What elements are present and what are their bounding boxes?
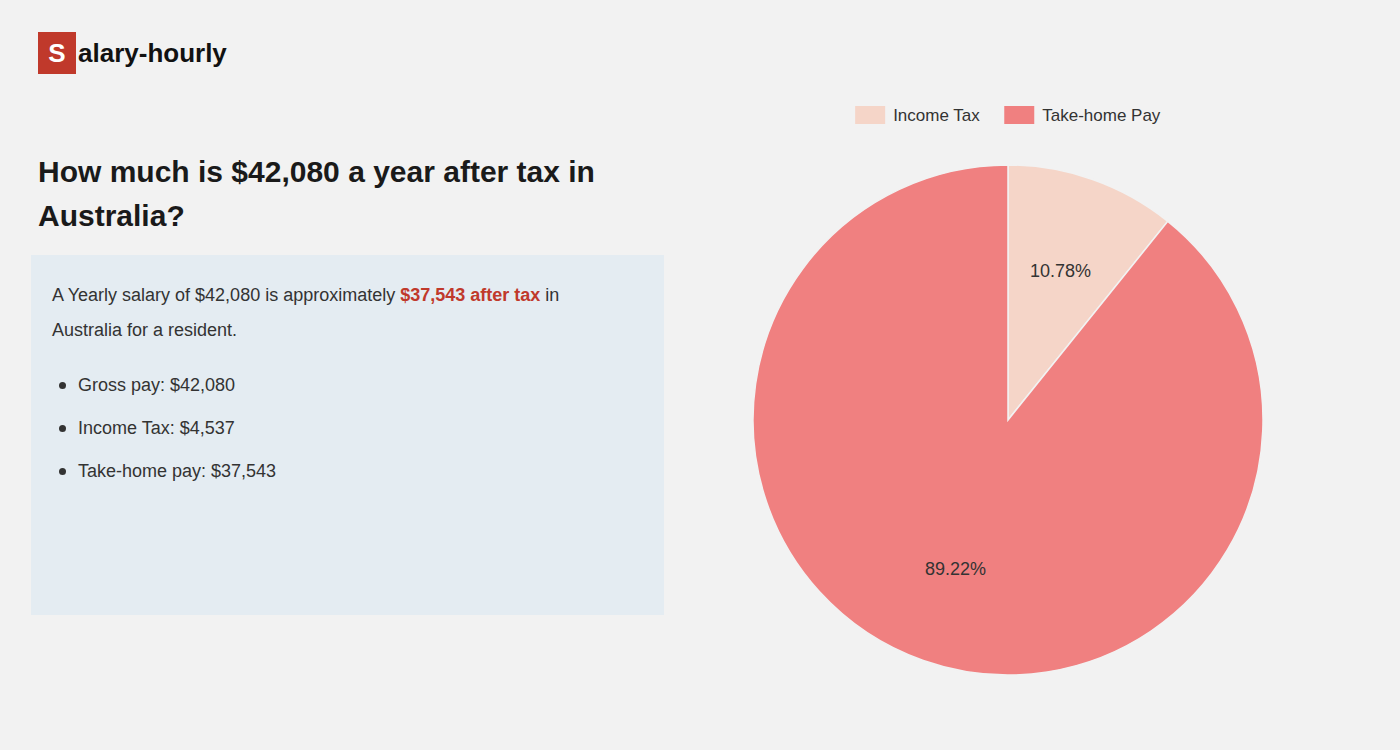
info-text: A Yearly salary of $42,080 is approximat…	[52, 285, 400, 305]
bullet-item: Income Tax: $4,537	[59, 418, 643, 439]
bullet-item: Gross pay: $42,080	[59, 375, 643, 396]
data-label: 89.22%	[925, 559, 986, 579]
bullet-dot	[59, 382, 66, 389]
bullet-list: Gross pay: $42,080 Income Tax: $4,537 Take…	[52, 375, 643, 482]
legend: Income Tax Take-home Pay	[855, 106, 1161, 125]
legend-label: Income Tax	[893, 106, 980, 125]
info-box: A Yearly salary of $42,080 is approximat…	[31, 255, 664, 615]
data-labels: 10.78% 89.22%	[925, 261, 1091, 579]
pie-slice	[753, 165, 1263, 675]
info-panel: Salary-hourly How much is $42,080 a year …	[0, 0, 700, 750]
title: How much is $42,080 a year after tax in …	[38, 150, 638, 237]
legend-label: Take-home Pay	[1042, 106, 1161, 125]
logo-initial: S	[38, 32, 76, 74]
info-highlight: $37,543 after tax	[400, 285, 540, 305]
bullet-dot	[59, 425, 66, 432]
legend-swatch	[1004, 106, 1034, 124]
legend-item: Take-home Pay	[1004, 106, 1161, 125]
info-line: A Yearly salary of $42,080 is approximat…	[52, 281, 643, 310]
bullet-text: Income Tax: $4,537	[78, 418, 235, 439]
data-label: 10.78%	[1030, 261, 1091, 281]
bullet-dot	[59, 468, 66, 475]
logo-text: alary-hourly	[78, 38, 227, 69]
bullet-text: Take-home pay: $37,543	[78, 461, 276, 482]
info-text: in	[540, 285, 559, 305]
legend-swatch	[855, 106, 885, 124]
legend-item: Income Tax	[855, 106, 980, 125]
info-line: Australia for a resident.	[52, 316, 643, 345]
info-text: Australia for a resident.	[52, 320, 237, 340]
logo: Salary-hourly	[38, 32, 227, 74]
pie	[753, 165, 1263, 675]
bullet-text: Gross pay: $42,080	[78, 375, 235, 396]
bullet-item: Take-home pay: $37,543	[59, 461, 643, 482]
